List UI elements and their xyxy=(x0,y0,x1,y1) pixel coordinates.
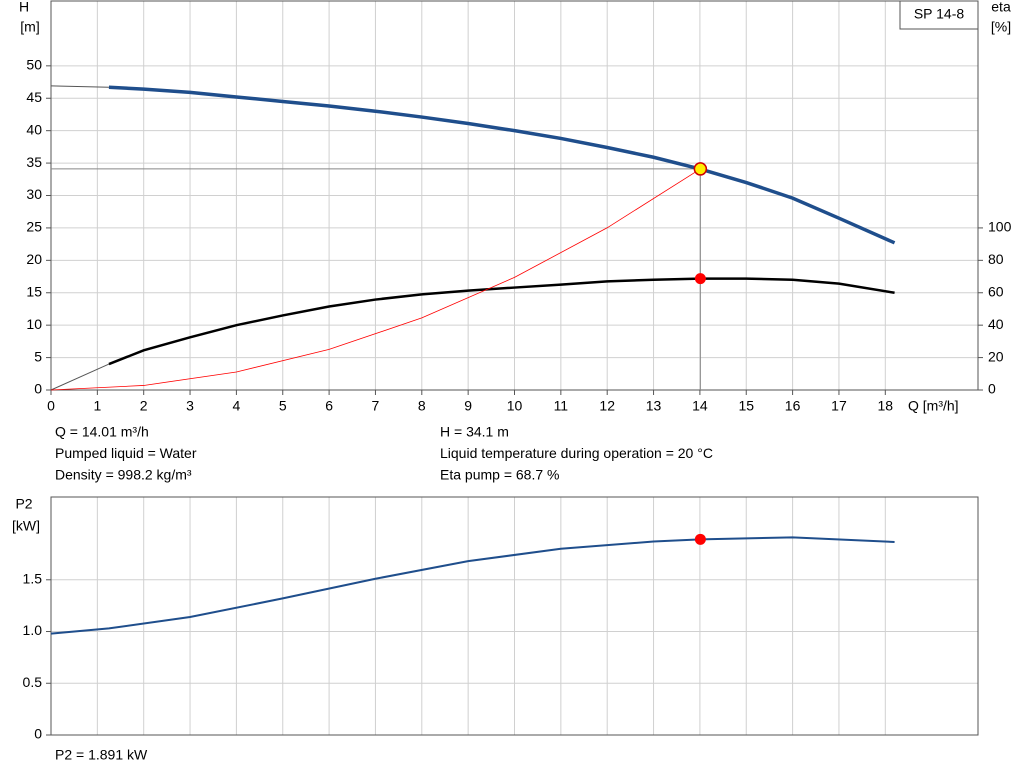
y-tick-label: 0.5 xyxy=(23,674,43,690)
x-tick-label: 16 xyxy=(785,398,801,414)
y-tick-label: 30 xyxy=(26,186,42,202)
x-tick-label: 12 xyxy=(599,398,615,414)
y-tick-label: 15 xyxy=(26,283,42,299)
x-tick-label: 5 xyxy=(279,398,287,414)
y2-axis-label: eta xyxy=(991,0,1011,15)
curve xyxy=(50,85,109,88)
duty-eta-point xyxy=(694,273,706,285)
plot-frame xyxy=(50,496,979,736)
x-tick-label: 17 xyxy=(831,398,847,414)
info-text: Pumped liquid = Water xyxy=(55,445,197,461)
curve xyxy=(50,363,110,391)
info-text: P2 = 1.891 kW xyxy=(55,747,148,763)
info-text: Q = 14.01 m³/h xyxy=(55,424,149,440)
y-axis-unit: [m] xyxy=(20,19,39,35)
duty-point xyxy=(694,533,706,545)
y2-tick-label: 40 xyxy=(988,316,1004,332)
y-tick-label: 5 xyxy=(34,348,42,364)
y2-tick-label: 60 xyxy=(988,283,1004,299)
x-tick-label: 0 xyxy=(47,398,55,414)
x-tick-label: 18 xyxy=(878,398,894,414)
x-tick-label: 6 xyxy=(325,398,333,414)
x-tick-label: 13 xyxy=(646,398,662,414)
x-tick-label: 4 xyxy=(233,398,241,414)
curve xyxy=(108,277,895,366)
y2-tick-label: 80 xyxy=(988,251,1004,267)
y2-tick-label: 100 xyxy=(988,219,1012,235)
x-tick-label: 1 xyxy=(93,398,101,414)
curve xyxy=(50,536,895,635)
x-tick-label: 14 xyxy=(692,398,708,414)
x-tick-label: 8 xyxy=(418,398,426,414)
info-text: Liquid temperature during operation = 20… xyxy=(440,445,713,461)
y-tick-label: 35 xyxy=(26,154,42,170)
pump-label-box xyxy=(899,0,979,30)
y-tick-label: 50 xyxy=(26,57,42,73)
x-tick-label: 2 xyxy=(140,398,148,414)
y-tick-label: 40 xyxy=(26,121,42,137)
x-tick-label: 11 xyxy=(554,398,569,414)
x-tick-label: 7 xyxy=(372,398,380,414)
plot-frame xyxy=(50,0,979,391)
y-tick-label: 45 xyxy=(26,89,42,105)
pump-label: SP 14-8 xyxy=(914,6,965,22)
y-axis-unit: [kW] xyxy=(12,518,40,534)
y-tick-label: 25 xyxy=(26,219,42,235)
y2-tick-label: 20 xyxy=(988,348,1004,364)
y2-tick-label: 0 xyxy=(988,381,996,397)
y-tick-label: 10 xyxy=(26,316,42,332)
info-text: Eta pump = 68.7 % xyxy=(440,467,559,483)
y2-axis-unit: [%] xyxy=(991,19,1011,35)
y-tick-label: 0 xyxy=(34,726,42,742)
y-tick-label: 20 xyxy=(26,251,42,267)
y-tick-label: 1.5 xyxy=(23,570,43,586)
x-tick-label: 10 xyxy=(507,398,523,414)
y-tick-label: 0 xyxy=(34,381,42,397)
x-tick-label: 9 xyxy=(464,398,472,414)
info-text: Density = 998.2 kg/m³ xyxy=(55,467,192,483)
x-tick-label: 3 xyxy=(186,398,194,414)
x-axis-label: Q [m³/h] xyxy=(908,398,959,414)
y-axis-label: H xyxy=(19,0,29,15)
info-text: H = 34.1 m xyxy=(440,424,509,440)
duty-point xyxy=(693,162,708,176)
y-tick-label: 1.0 xyxy=(23,622,43,638)
curve xyxy=(108,85,896,245)
y-axis-label: P2 xyxy=(15,496,32,512)
curve xyxy=(50,168,701,391)
x-tick-label: 15 xyxy=(738,398,754,414)
